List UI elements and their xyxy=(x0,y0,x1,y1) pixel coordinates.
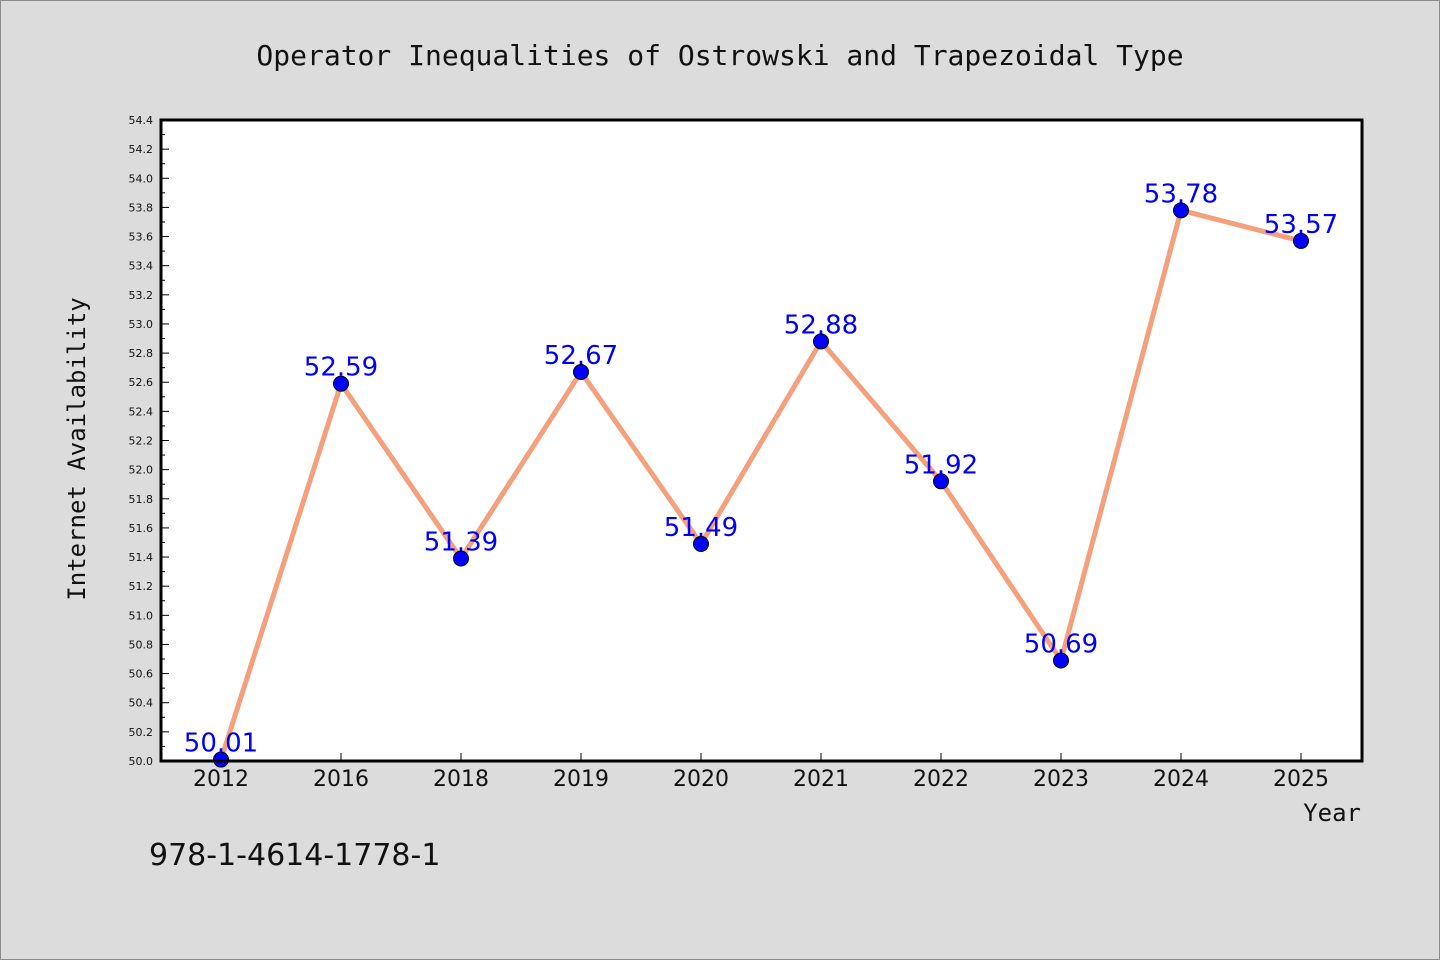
data-label: 51.49 xyxy=(664,513,738,543)
data-point xyxy=(1293,232,1309,249)
series-line xyxy=(218,207,1304,763)
x-tick-label: 2023 xyxy=(1033,767,1089,792)
x-tick-label: 2022 xyxy=(913,767,969,792)
data-label: 52.67 xyxy=(544,341,618,371)
data-point xyxy=(1173,202,1189,219)
x-axis-ticks: 2012 2016 2018 2019 2020 2021 2022 2023 2024 2025 xyxy=(193,753,1329,792)
y-tick-label: 54.4 xyxy=(129,114,154,127)
plot-frame xyxy=(159,118,1364,763)
y-tick-label: 51.6 xyxy=(129,522,154,535)
y-tick-label: 50.4 xyxy=(129,697,154,710)
y-tick-label: 53.0 xyxy=(129,318,154,331)
data-label: 52.59 xyxy=(304,353,378,383)
y-tick-label: 51.0 xyxy=(129,609,154,622)
y-tick-label: 52.6 xyxy=(129,376,154,389)
y-tick-label: 50.8 xyxy=(129,638,154,651)
y-tick-label: 53.8 xyxy=(129,201,154,214)
y-tick-label: 50.2 xyxy=(129,726,154,739)
x-tick-label: 2020 xyxy=(673,767,729,792)
y-tick-label: 52.8 xyxy=(129,347,154,360)
y-axis-label: Internet Availability xyxy=(63,297,91,600)
y-tick-label: 51.2 xyxy=(129,580,154,593)
x-axis-label: Year xyxy=(1303,799,1361,827)
data-point xyxy=(813,333,829,350)
y-axis-ticks: 50.0 50.2 50.4 50.6 50.8 51.0 51.2 51.4 51.6 51.8… xyxy=(129,114,169,768)
y-tick-label: 53.2 xyxy=(129,289,154,302)
y-tick-label: 52.0 xyxy=(129,464,154,477)
x-tick-label: 2012 xyxy=(193,767,249,792)
x-tick-label: 2018 xyxy=(433,767,489,792)
data-label: 52.88 xyxy=(784,310,858,340)
chart-title: Operator Inequalities of Ostrowski and T… xyxy=(256,39,1183,72)
y-tick-label: 51.8 xyxy=(129,493,154,506)
y-tick-label: 54.2 xyxy=(129,143,154,156)
data-label: 51.39 xyxy=(424,528,498,558)
data-point xyxy=(453,550,469,567)
data-point xyxy=(933,473,949,490)
x-tick-label: 2024 xyxy=(1153,767,1209,792)
data-label: 51.92 xyxy=(904,450,978,480)
y-tick-label: 52.2 xyxy=(129,435,154,448)
y-tick-label: 53.4 xyxy=(129,260,154,273)
y-tick-label: 53.6 xyxy=(129,231,154,244)
data-label: 50.69 xyxy=(1024,629,1098,659)
data-label: 50.01 xyxy=(184,729,258,759)
y-tick-label: 54.0 xyxy=(129,172,154,185)
data-point xyxy=(1053,652,1069,669)
data-point xyxy=(573,364,589,381)
x-tick-label: 2019 xyxy=(553,767,609,792)
x-tick-label: 2021 xyxy=(793,767,849,792)
x-tick-label: 2016 xyxy=(313,767,369,792)
series-group: 50.01 52.59 51.39 52.67 51.49 52.88 51.92 50.69… xyxy=(184,179,1338,768)
data-point xyxy=(333,375,349,392)
y-tick-label: 50.6 xyxy=(129,668,154,681)
data-point xyxy=(693,535,709,552)
y-tick-label: 50.0 xyxy=(129,755,154,768)
data-label: 53.57 xyxy=(1264,210,1338,240)
y-tick-label: 51.4 xyxy=(129,551,154,564)
data-label: 53.78 xyxy=(1144,179,1218,209)
footnote-isbn: 978-1-4614-1778-1 xyxy=(149,838,440,873)
y-tick-label: 52.4 xyxy=(129,405,154,418)
x-tick-label: 2025 xyxy=(1273,767,1329,792)
